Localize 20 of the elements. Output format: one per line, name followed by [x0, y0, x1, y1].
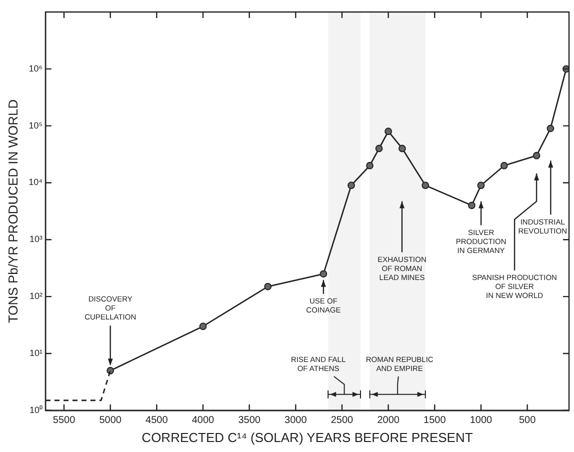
y-tick-label: 10⁰: [29, 404, 42, 415]
y-tick-label: 10⁵: [28, 120, 43, 130]
y-axis-title: TONS Pb/YR PRODUCED IN WORLD: [5, 99, 20, 324]
x-tick-label: 2000: [377, 415, 400, 426]
x-tick-label: 5000: [99, 415, 122, 426]
x-tick-label: 3500: [238, 415, 261, 426]
x-tick-label: 500: [518, 415, 536, 426]
y-tick-label: 10²: [29, 291, 42, 302]
x-tick-label: 4000: [192, 415, 215, 426]
x-axis-title: CORRECTED C¹⁴ (SOLAR) YEARS BEFORE PRESENT: [142, 430, 473, 445]
x-tick-label: 1000: [470, 415, 493, 426]
x-tick-label: 1500: [424, 415, 446, 426]
y-tick-label: 10⁴: [28, 177, 43, 188]
x-tick-label: 5500: [52, 415, 76, 426]
y-tick-label: 10³: [29, 234, 42, 244]
y-tick-label: 10⁶: [28, 63, 43, 74]
x-tick-label: 4500: [146, 415, 168, 426]
x-tick-label: 3000: [284, 415, 308, 426]
x-tick-label: 2500: [330, 415, 354, 426]
y-tick-label: 10¹: [29, 348, 42, 358]
